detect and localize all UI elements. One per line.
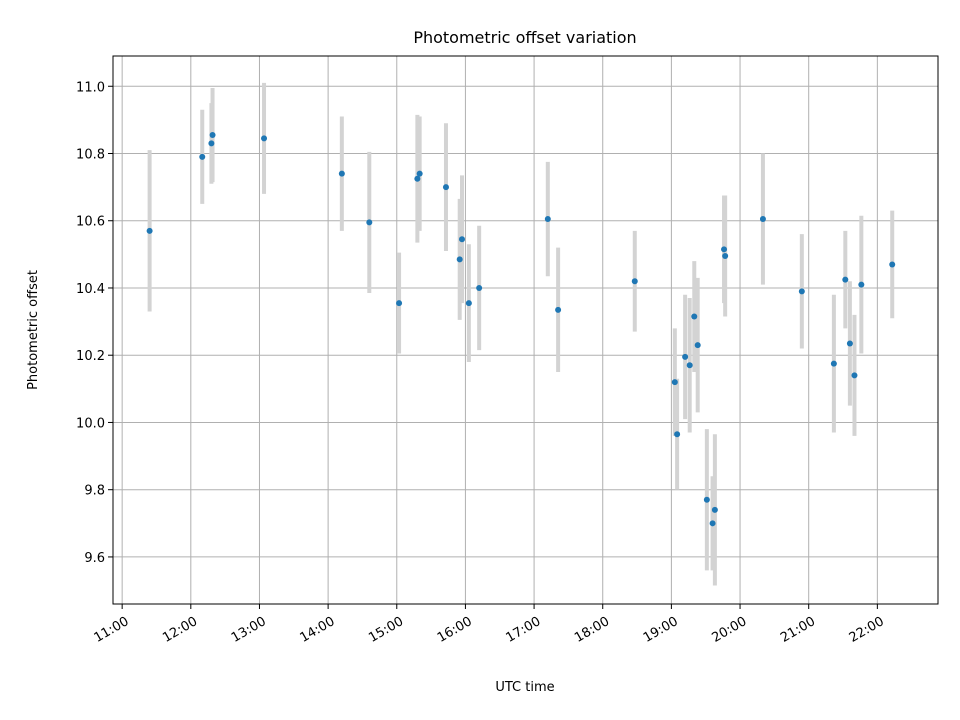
x-tick-label: 20:00 bbox=[709, 614, 749, 646]
y-axis-ticks: 9.6 9.8 10.0 10.2 10.4 10.6 10.8 11.0 bbox=[76, 80, 113, 566]
x-tick-label: 19:00 bbox=[641, 614, 681, 646]
data-point bbox=[199, 153, 206, 160]
data-point bbox=[851, 372, 858, 379]
x-axis-label: UTC time bbox=[495, 680, 554, 695]
plot-frame bbox=[112, 55, 939, 605]
x-tick-label: 22:00 bbox=[847, 614, 887, 646]
data-point bbox=[846, 340, 853, 347]
data-point bbox=[366, 219, 373, 226]
data-point bbox=[208, 140, 215, 147]
data-point bbox=[442, 184, 449, 191]
data-point bbox=[261, 135, 268, 142]
data-point bbox=[709, 520, 716, 527]
x-tick-label: 12:00 bbox=[160, 614, 200, 646]
data-point bbox=[544, 216, 551, 223]
data-point bbox=[396, 300, 403, 307]
x-tick-label: 11:00 bbox=[92, 614, 132, 646]
data-point bbox=[721, 246, 728, 253]
data-point bbox=[209, 132, 216, 139]
y-tick-label: 10.2 bbox=[76, 349, 105, 364]
data-point bbox=[703, 496, 710, 503]
data-point bbox=[686, 362, 693, 369]
data-point bbox=[416, 170, 423, 177]
x-tick-label: 13:00 bbox=[229, 614, 269, 646]
x-tick-label: 21:00 bbox=[778, 614, 818, 646]
x-tick-label: 15:00 bbox=[366, 614, 406, 646]
data-point bbox=[456, 256, 463, 263]
data-point bbox=[830, 360, 837, 367]
y-tick-label: 10.6 bbox=[76, 215, 105, 230]
grid-layer bbox=[113, 56, 938, 604]
data-point bbox=[146, 227, 153, 234]
y-tick-label: 9.6 bbox=[84, 551, 105, 566]
data-point bbox=[842, 276, 849, 283]
data-point bbox=[671, 379, 678, 386]
x-tick-label: 14:00 bbox=[298, 614, 338, 646]
data-points bbox=[146, 132, 896, 527]
data-point bbox=[338, 170, 345, 177]
x-axis-ticks: 11:00 12:00 13:00 14:00 15:00 16:00 17:00 18:00… bbox=[92, 604, 887, 646]
data-point bbox=[465, 300, 472, 307]
y-tick-label: 10.8 bbox=[76, 147, 105, 162]
y-tick-label: 10.0 bbox=[76, 416, 105, 431]
data-point bbox=[711, 506, 718, 513]
error-bars bbox=[147, 82, 895, 586]
y-tick-label: 11.0 bbox=[76, 80, 105, 95]
data-point bbox=[759, 216, 766, 223]
y-tick-label: 9.8 bbox=[84, 484, 105, 499]
data-point bbox=[889, 261, 896, 268]
data-point bbox=[722, 253, 729, 260]
data-point bbox=[694, 342, 701, 349]
data-point bbox=[555, 306, 562, 313]
y-tick-label: 10.4 bbox=[76, 282, 105, 297]
x-tick-label: 17:00 bbox=[504, 614, 544, 646]
data-point bbox=[631, 278, 638, 285]
data-point bbox=[858, 281, 865, 288]
data-point bbox=[691, 313, 698, 320]
data-point bbox=[798, 288, 805, 295]
data-point bbox=[414, 175, 421, 182]
data-point bbox=[458, 236, 465, 243]
x-tick-label: 16:00 bbox=[435, 614, 475, 646]
data-point bbox=[476, 284, 483, 291]
y-axis-label: Photometric offset bbox=[26, 270, 41, 390]
data-point bbox=[682, 353, 689, 360]
x-tick-label: 18:00 bbox=[572, 614, 612, 646]
chart-title: Photometric offset variation bbox=[413, 28, 636, 47]
data-point bbox=[674, 431, 681, 438]
